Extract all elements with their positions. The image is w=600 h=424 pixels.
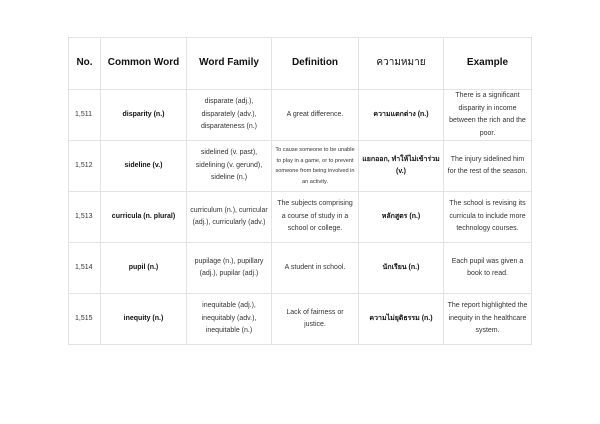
cell-definition: The subjects comprising a course of stud… bbox=[271, 191, 359, 243]
cell-word-family: inequitable (adj.), inequitably (adv.), … bbox=[186, 293, 272, 345]
cell-thai-meaning: แยกออก, ทำให้ไม่เข้าร่วม (v.) bbox=[358, 140, 444, 192]
header-common-word: Common Word bbox=[100, 37, 187, 90]
cell-thai-meaning: ความไม่ยุติธรรม (n.) bbox=[358, 293, 444, 345]
header-example: Example bbox=[443, 37, 532, 90]
cell-example: The report highlighted the inequity in t… bbox=[443, 293, 532, 345]
header-row: No. Common Word Word Family Definition ค… bbox=[68, 37, 532, 90]
cell-definition: To cause someone to be unable to play in… bbox=[271, 140, 359, 192]
cell-no: 1,512 bbox=[68, 140, 101, 192]
cell-example: Each pupil was given a book to read. bbox=[443, 242, 532, 294]
cell-definition: A student in school. bbox=[271, 242, 359, 294]
cell-thai-meaning: ความแตกต่าง (n.) bbox=[358, 89, 444, 141]
cell-example: The injury sidelined him for the rest of… bbox=[443, 140, 532, 192]
cell-definition: Lack of fairness or justice. bbox=[271, 293, 359, 345]
header-thai-meaning: ความหมาย bbox=[358, 37, 444, 90]
cell-thai-meaning: หลักสูตร (n.) bbox=[358, 191, 444, 243]
cell-example: The school is revising its curricula to … bbox=[443, 191, 532, 243]
cell-no: 1,511 bbox=[68, 89, 101, 141]
cell-no: 1,513 bbox=[68, 191, 101, 243]
vocabulary-table: No. Common Word Word Family Definition ค… bbox=[68, 37, 532, 345]
cell-common-word: sideline (v.) bbox=[100, 140, 187, 192]
cell-common-word: curricula (n. plural) bbox=[100, 191, 187, 243]
cell-example: There is a significant disparity in inco… bbox=[443, 89, 532, 141]
table-row: 1,513 curricula (n. plural) curriculum (n.… bbox=[68, 191, 532, 243]
cell-word-family: curriculum (n.), curricular (adj.), curr… bbox=[186, 191, 272, 243]
header-definition: Definition bbox=[271, 37, 359, 90]
cell-definition: A great difference. bbox=[271, 89, 359, 141]
cell-common-word: inequity (n.) bbox=[100, 293, 187, 345]
cell-no: 1,515 bbox=[68, 293, 101, 345]
header-no: No. bbox=[68, 37, 101, 90]
cell-no: 1,514 bbox=[68, 242, 101, 294]
cell-word-family: sidelined (v. past), sidelining (v. geru… bbox=[186, 140, 272, 192]
cell-thai-meaning: นักเรียน (n.) bbox=[358, 242, 444, 294]
cell-common-word: pupil (n.) bbox=[100, 242, 187, 294]
table-row: 1,512 sideline (v.) sidelined (v. past), s… bbox=[68, 140, 532, 192]
cell-common-word: disparity (n.) bbox=[100, 89, 187, 141]
table-row: 1,515 inequity (n.) inequitable (adj.), in… bbox=[68, 293, 532, 345]
table-row: 1,511 disparity (n.) disparate (adj.), dis… bbox=[68, 89, 532, 141]
cell-word-family: pupilage (n.), pupillary (adj.), pupilar… bbox=[186, 242, 272, 294]
cell-word-family: disparate (adj.), disparately (adv.), di… bbox=[186, 89, 272, 141]
table-row: 1,514 pupil (n.) pupilage (n.), pupillary … bbox=[68, 242, 532, 294]
header-word-family: Word Family bbox=[186, 37, 272, 90]
